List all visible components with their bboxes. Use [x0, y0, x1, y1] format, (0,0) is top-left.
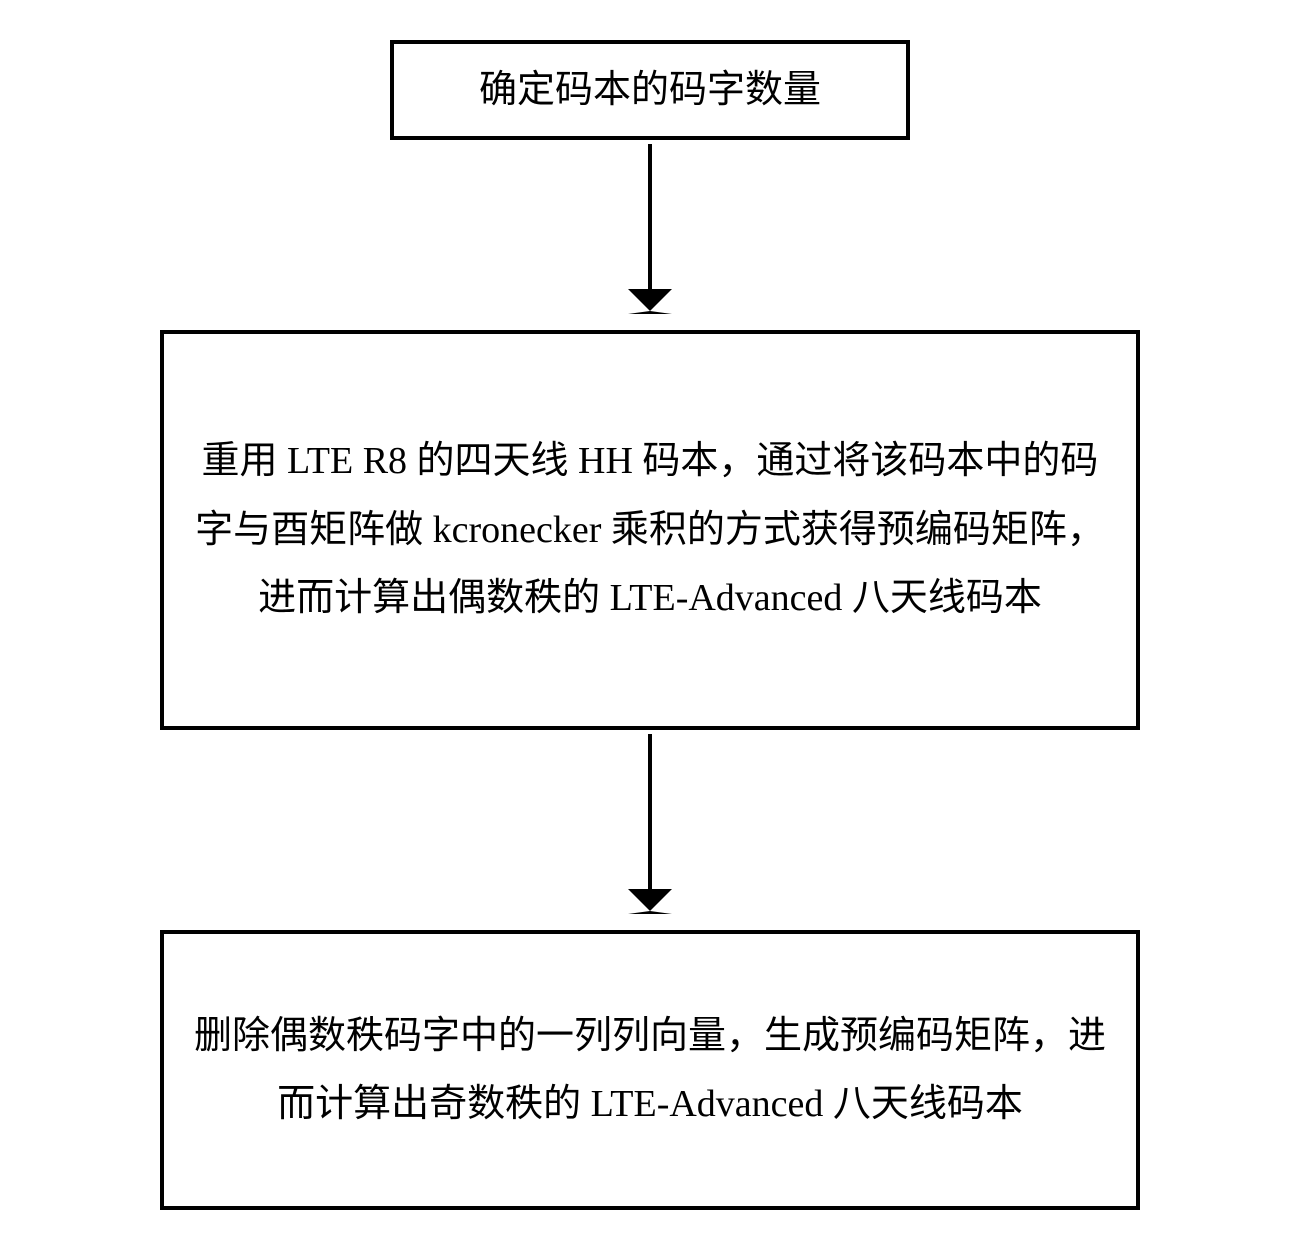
arrow-2-line	[648, 734, 652, 892]
arrow-1-line	[648, 144, 652, 292]
arrow-1	[628, 144, 672, 314]
flowchart-box-1: 确定码本的码字数量	[390, 40, 910, 140]
box-2-text: 重用 LTE R8 的四天线 HH 码本，通过将该码本中的码字与酉矩阵做 kcr…	[164, 407, 1136, 652]
flowchart-box-3: 删除偶数秩码字中的一列列向量，生成预编码矩阵，进而计算出奇数秩的 LTE-Adv…	[160, 930, 1140, 1210]
box-1-text: 确定码本的码字数量	[449, 36, 851, 144]
arrow-1-head	[628, 289, 672, 314]
arrow-2	[628, 734, 672, 914]
flowchart-box-2: 重用 LTE R8 的四天线 HH 码本，通过将该码本中的码字与酉矩阵做 kcr…	[160, 330, 1140, 730]
arrow-2-head	[628, 889, 672, 914]
box-3-text: 删除偶数秩码字中的一列列向量，生成预编码矩阵，进而计算出奇数秩的 LTE-Adv…	[164, 982, 1136, 1159]
